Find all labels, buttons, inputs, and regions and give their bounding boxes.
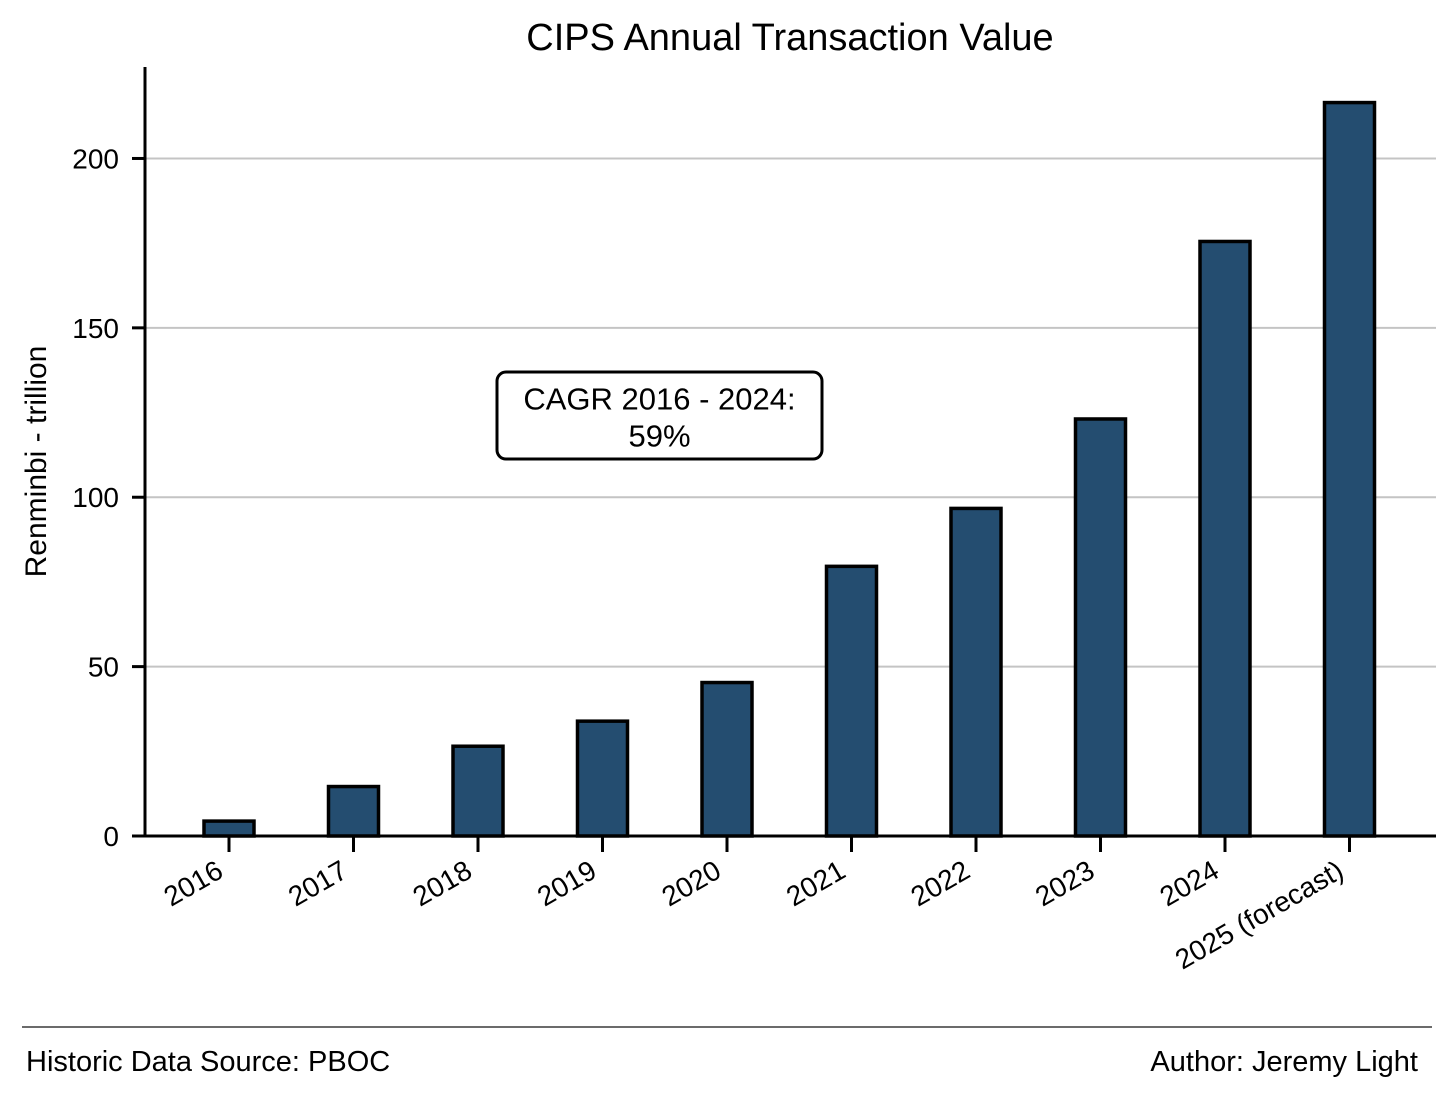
x-tick-label-2018: 2018 (408, 854, 477, 912)
footer-author: Author: Jeremy Light (1150, 1046, 1418, 1078)
annotation-line-1: CAGR 2016 - 2024: (523, 382, 795, 417)
x-tick-label-2023: 2023 (1030, 854, 1099, 912)
bar-2017 (326, 784, 381, 838)
bar-2016 (202, 819, 256, 838)
bar-2023 (1073, 417, 1128, 838)
bar-2018 (451, 744, 505, 838)
y-tick-label-200: 200 (72, 143, 119, 174)
bar-2019 (575, 719, 630, 838)
bar-2022 (949, 506, 1003, 838)
footer-divider (22, 1026, 1432, 1028)
bar-2024 (1198, 239, 1252, 838)
x-tick-label-2019: 2019 (532, 854, 601, 912)
footer-source: Historic Data Source: PBOC (26, 1046, 391, 1078)
y-axis-label: Renminbi - trillion (20, 346, 53, 578)
x-tick-label-2017: 2017 (283, 854, 352, 912)
y-tick-label-50: 50 (88, 652, 119, 683)
bars (202, 100, 1377, 838)
bar-2021 (824, 564, 879, 838)
axes (143, 67, 1436, 838)
bar-2025 (1322, 100, 1377, 838)
x-tick-label-2022: 2022 (906, 854, 975, 912)
y-tick-label-100: 100 (72, 482, 119, 513)
chart-title: CIPS Annual Transaction Value (526, 17, 1053, 59)
y-tick-label-0: 0 (103, 821, 119, 852)
cagr-annotation: CAGR 2016 - 2024: 59% (495, 370, 824, 461)
x-tick-label-2024: 2024 (1155, 854, 1224, 912)
y-axis-ticks: 0 50 100 150 200 (72, 143, 145, 852)
x-tick-label-2016: 2016 (159, 854, 228, 912)
x-tick-label-2021: 2021 (781, 854, 850, 912)
annotation-line-2: 59% (628, 419, 690, 454)
x-tick-label-2020: 2020 (657, 854, 726, 912)
annotation-box (495, 370, 824, 461)
x-axis-ticks: 2016 2017 2018 2019 2020 2021 2022 2023 20242025… (159, 836, 1351, 975)
y-tick-label-150: 150 (72, 313, 119, 344)
bar-2020 (700, 680, 754, 838)
